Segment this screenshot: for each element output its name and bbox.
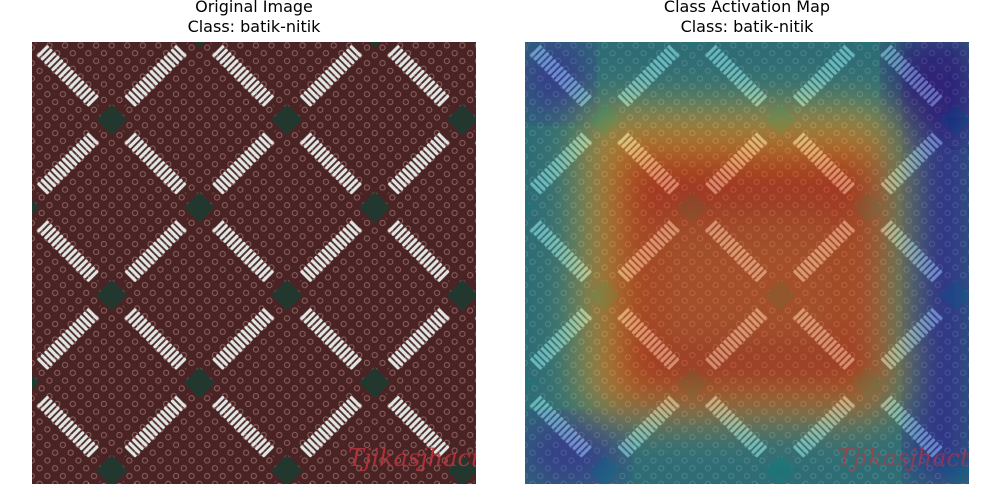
class-activation-map-panel: Tjikasjhacto bbox=[525, 42, 969, 484]
cam-class-label: Class: batik-nitik bbox=[680, 17, 814, 36]
activation-heatmap-overlay bbox=[525, 42, 969, 484]
original-image-panel: Tjikasjhacto bbox=[32, 42, 476, 484]
cam-heading: Class Activation Map bbox=[663, 0, 831, 16]
watermark-left: Tjikasjhacto bbox=[348, 444, 476, 472]
original-image-title: Original Image Class: batik-nitik bbox=[32, 0, 476, 37]
original-image-heading: Original Image bbox=[195, 0, 313, 16]
batik-original-image: Tjikasjhacto bbox=[32, 42, 476, 484]
watermark-right: Tjikasjhacto bbox=[837, 444, 969, 472]
batik-pattern-original bbox=[32, 42, 476, 484]
cam-title: Class Activation Map Class: batik-nitik bbox=[525, 0, 969, 37]
original-image-class-label: Class: batik-nitik bbox=[187, 17, 321, 36]
class-activation-map-image: Tjikasjhacto bbox=[525, 42, 969, 484]
